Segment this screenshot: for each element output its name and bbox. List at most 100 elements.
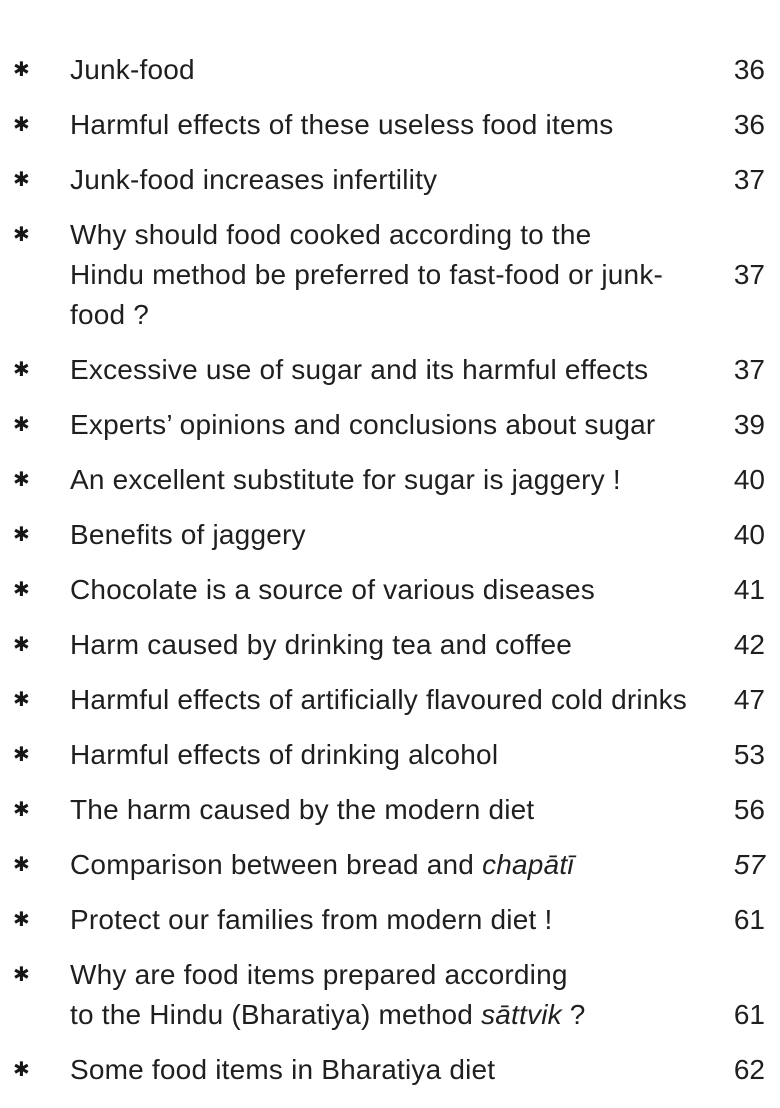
toc-entry: ✱ The harm caused by the modern diet 56 [0,790,765,830]
toc-entry-line: ✱ Experts’ opinions and conclusions abou… [0,405,765,445]
toc-title-text: Comparison between bread and [70,849,483,880]
toc-entry-title: Junk-food increases infertility [70,160,703,200]
asterisk-bullet-icon: ✱ [13,854,30,876]
toc-entry-page-number: 47 [733,684,765,715]
toc-entry-line: ✱ Harm caused by drinking tea and coffee… [0,625,765,665]
toc-title-text: Harmful effects of drinking alcohol [70,739,499,770]
toc-entry-page-number: 61 [733,904,765,935]
asterisk-bullet-icon: ✱ [13,59,30,81]
toc-title-text: Why should food cooked according to the [70,219,592,250]
toc-entry-line: ✱ Some food items in Bharatiya diet 62 [0,1050,765,1090]
toc-entry-title: Experts’ opinions and conclusions about … [70,405,703,445]
toc-entry: ✱ An excellent substitute for sugar is j… [0,460,765,500]
asterisk-bullet-icon: ✱ [13,359,30,381]
toc-entry-page-number: 53 [733,739,765,770]
asterisk-bullet-icon: ✱ [13,224,30,246]
toc-entry-line: ✱ The harm caused by the modern diet 56 [0,790,765,830]
toc-entry: ✱ Chocolate is a source of various disea… [0,570,765,610]
toc-entry-line: ✱ Why are food items prepared according [0,955,765,995]
toc-entry-page-number: 61 [733,999,765,1030]
toc-entry-title: Harmful effects of artificially flavoure… [70,680,703,720]
toc-entry: ✱ Harm caused by drinking tea and coffee… [0,625,765,665]
toc-title-text: Benefits of jaggery [70,519,306,550]
asterisk-bullet-icon: ✱ [13,524,30,546]
toc-entry-page-number: 62 [733,1054,765,1085]
asterisk-bullet-icon: ✱ [13,469,30,491]
toc-entry-page-number: 36 [733,109,765,140]
toc-entry-page-number: 56 [733,794,765,825]
toc-title-italic-word: chapātī [482,849,574,880]
toc-entry-page-number: 37 [733,354,765,385]
toc-entry-title: Excessive use of sugar and its harmful e… [70,350,703,390]
toc-title-text: Harm caused by drinking tea and coffee [70,629,573,660]
toc-entry: ✱ Harmful effects of these useless food … [0,105,765,145]
toc-entry: ✱ Why should food cooked according to th… [0,215,765,335]
toc-entry-title: Harm caused by drinking tea and coffee [70,625,703,665]
toc-entry-line: ✱ Harmful effects of drinking alcohol 53 [0,735,765,775]
toc-entry-title: Harmful effects of drinking alcohol [70,735,703,775]
asterisk-bullet-icon: ✱ [13,909,30,931]
toc-entry-page-number: 41 [733,574,765,605]
toc-entry-title: Junk-food [70,50,703,90]
toc-entry-line: ✱ Benefits of jaggery 40 [0,515,765,555]
toc-entry-title: Protect our families from modern diet ! [70,900,703,940]
toc-entry-page-number: 42 [733,629,765,660]
toc-entry: ✱ Harmful effects of artificially flavou… [0,680,765,720]
toc-title-text: to the Hindu (Bharatiya) method [70,999,482,1030]
toc-entry: ✱ Harmful effects of drinking alcohol 53 [0,735,765,775]
toc-entry: ✱ Comparison between bread and chapātī 5… [0,845,765,885]
toc-entry-page-number: 40 [733,519,765,550]
toc-entry-page-number: 37 [733,164,765,195]
asterisk-bullet-icon: ✱ [13,964,30,986]
toc-entry-title: Why are food items prepared according [70,955,703,995]
toc-entry-line: ✱ Harmful effects of artificially flavou… [0,680,765,720]
asterisk-bullet-icon: ✱ [13,169,30,191]
toc-entry-line: ✱ Excessive use of sugar and its harmful… [0,350,765,390]
asterisk-bullet-icon: ✱ [13,689,30,711]
toc-entry-title: to the Hindu (Bharatiya) method sāttvik … [70,995,703,1035]
toc-entry-page-number: 40 [733,464,765,495]
toc-entry-line: ✱ Chocolate is a source of various disea… [0,570,765,610]
asterisk-bullet-icon: ✱ [13,114,30,136]
toc-entry: ✱ Why are food items prepared according … [0,955,765,1035]
toc-entry-title: Comparison between bread and chapātī [70,845,703,885]
toc-title-text: Junk-food increases infertility [70,164,438,195]
asterisk-bullet-icon: ✱ [13,744,30,766]
toc-entry: ✱ Benefits of jaggery 40 [0,515,765,555]
toc-entry-page-number: 39 [733,409,765,440]
toc-entry-title: Why should food cooked according to the [70,215,703,255]
toc-entry-line: ✱ Harmful effects of these useless food … [0,105,765,145]
toc-entry-line: ✱ Protect our families from modern diet … [0,900,765,940]
toc-title-text: Excessive use of sugar and its harmful e… [70,354,649,385]
toc-entry-line: to the Hindu (Bharatiya) method sāttvik … [0,995,765,1035]
toc-entry-page-number: 57 [733,849,765,880]
toc-entry-page-number: 37 [733,259,765,290]
toc-title-text: Harmful effects of these useless food it… [70,109,614,140]
toc-entry-title: Some food items in Bharatiya diet [70,1050,703,1090]
toc-title-text: Protect our families from modern diet ! [70,904,553,935]
toc-entry-line: Hindu method be preferred to fast-food o… [0,255,765,335]
toc-entry: ✱ Excessive use of sugar and its harmful… [0,350,765,390]
toc-title-text: Hindu method be preferred to fast-food o… [70,259,664,330]
toc-entry-line: ✱ Junk-food 36 [0,50,765,90]
toc-title-text: Junk-food [70,54,195,85]
toc-title-italic-word: sāttvik [481,999,562,1030]
asterisk-bullet-icon: ✱ [13,579,30,601]
toc-entry: ✱ Junk-food increases infertility 37 [0,160,765,200]
toc-entry: ✱ Some food items in Bharatiya diet 62 [0,1050,765,1090]
toc-entry: ✱ Junk-food 36 [0,50,765,90]
toc-entry-title: The harm caused by the modern diet [70,790,703,830]
toc-entry: ✱ Protect our families from modern diet … [0,900,765,940]
toc-title-text: The harm caused by the modern diet [70,794,535,825]
toc-entry-title: Harmful effects of these useless food it… [70,105,703,145]
toc-entry-title: An excellent substitute for sugar is jag… [70,460,703,500]
toc-title-text: Chocolate is a source of various disease… [70,574,595,605]
toc-entry-line: ✱ Junk-food increases infertility 37 [0,160,765,200]
asterisk-bullet-icon: ✱ [13,414,30,436]
toc-title-text: Experts’ opinions and conclusions about … [70,409,656,440]
toc-entry-title: Benefits of jaggery [70,515,703,555]
toc-entry-title: Hindu method be preferred to fast-food o… [70,255,703,335]
toc-title-text: Harmful effects of artificially flavoure… [70,684,687,715]
